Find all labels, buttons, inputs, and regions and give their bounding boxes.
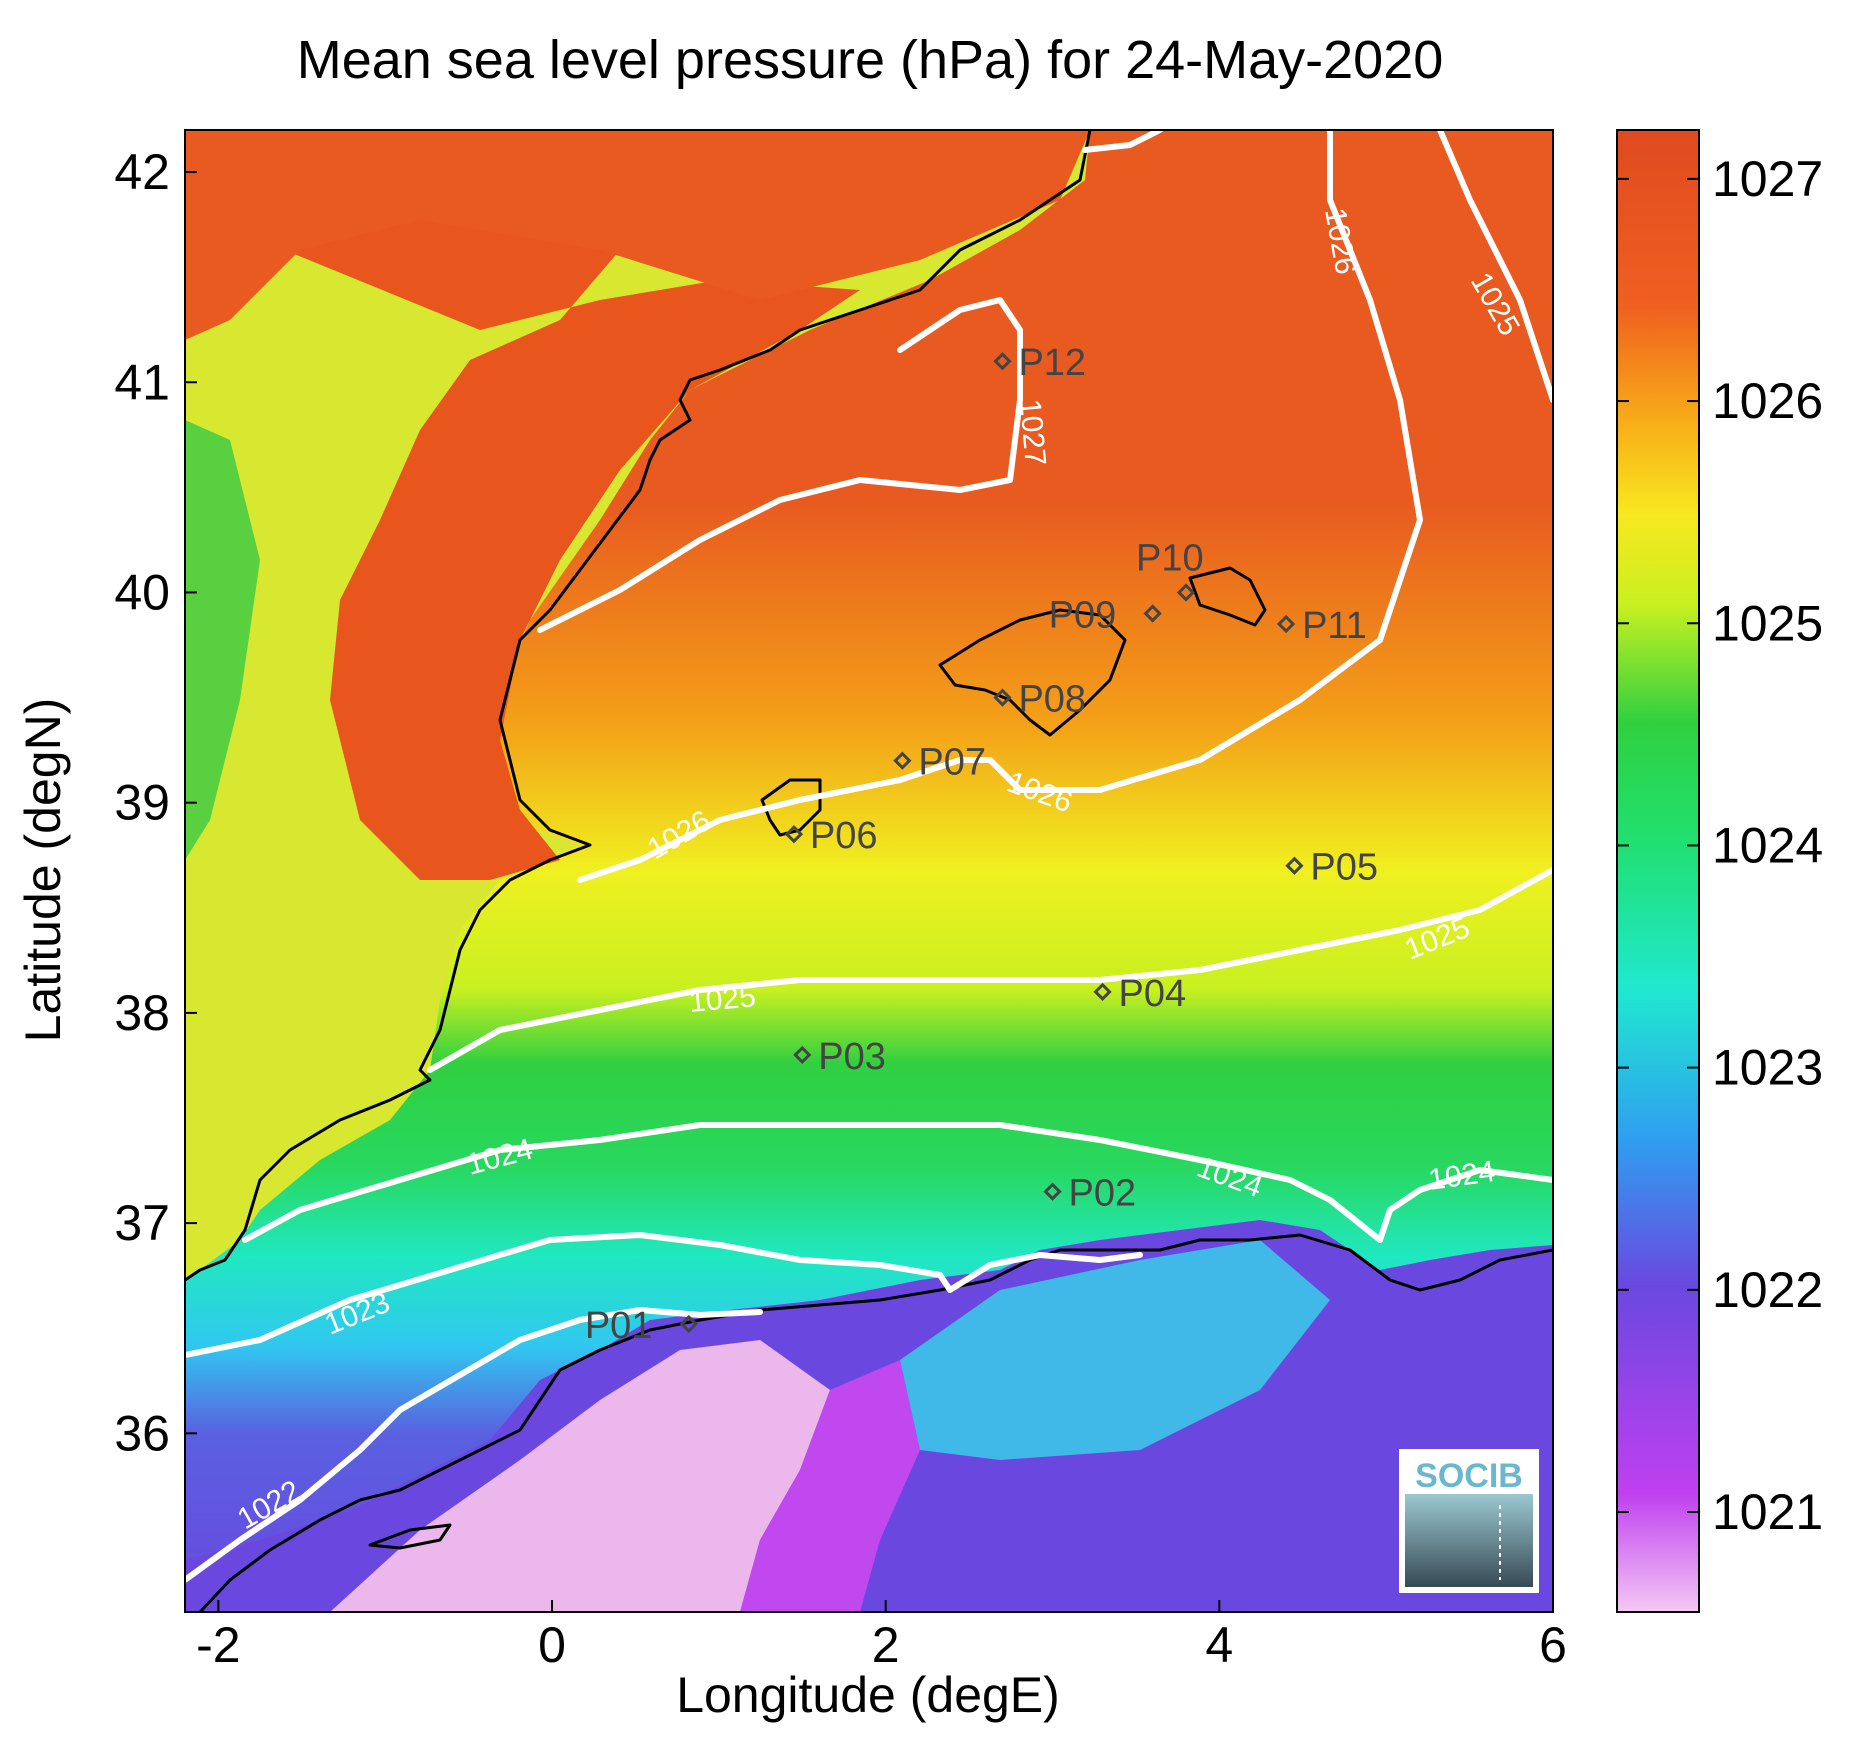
land-high-north bbox=[185, 130, 1090, 340]
y-tick-label: 36 bbox=[114, 1405, 170, 1461]
station-label: P02 bbox=[1069, 1173, 1137, 1215]
contour-1026 bbox=[577, 130, 1423, 883]
station-label: P10 bbox=[1136, 537, 1204, 579]
station-label: P11 bbox=[1302, 605, 1367, 647]
station-marker bbox=[1093, 982, 1112, 1001]
coastline-ibiza bbox=[760, 778, 822, 837]
y-tick-label: 37 bbox=[114, 1195, 170, 1251]
y-tick-label: 40 bbox=[114, 564, 170, 620]
station-marker bbox=[993, 352, 1012, 371]
station-label: P07 bbox=[918, 742, 986, 784]
station-label: P09 bbox=[1049, 594, 1117, 636]
station-label: P04 bbox=[1119, 973, 1187, 1015]
y-tick-label: 39 bbox=[114, 775, 170, 831]
colorbar-tick-label: 1021 bbox=[1712, 1484, 1823, 1540]
station-marker bbox=[793, 1045, 812, 1065]
colorbar-tick-label: 1027 bbox=[1712, 151, 1823, 207]
chart-title: Mean sea level pressure (hPa) for 24-May… bbox=[297, 30, 1444, 90]
land-africa-cyan bbox=[900, 1240, 1330, 1460]
y-axis-ticks: 42 41 40 39 38 37 36 bbox=[114, 144, 197, 1461]
contour-1022 bbox=[185, 1307, 763, 1583]
station-label: P06 bbox=[810, 815, 878, 857]
station-marker bbox=[679, 1314, 698, 1334]
contour-label: 1025 bbox=[688, 980, 757, 1019]
station-marker bbox=[784, 825, 804, 844]
station-label: P03 bbox=[818, 1036, 886, 1078]
station-marker bbox=[1043, 1182, 1062, 1201]
y-tick-label: 38 bbox=[114, 985, 170, 1041]
land-green-west bbox=[185, 420, 260, 860]
colorbar-tick-label: 1026 bbox=[1712, 373, 1823, 429]
x-tick-label: 0 bbox=[538, 1617, 566, 1673]
land-iberia bbox=[185, 130, 1090, 1280]
coastline-iberia bbox=[185, 130, 1092, 1282]
station-marker bbox=[1176, 583, 1196, 602]
land-africa-mid bbox=[740, 1360, 920, 1612]
station-label: P05 bbox=[1310, 847, 1378, 889]
x-tick-label: 6 bbox=[1539, 1617, 1567, 1673]
stations: P01 P02 P03 P04 P05 P06 P07 P08 P09 P10 P11 P12 bbox=[585, 342, 1378, 1347]
station-marker bbox=[1143, 604, 1162, 623]
colorbar-tick-label: 1022 bbox=[1712, 1262, 1823, 1318]
contour-1027-north bbox=[537, 297, 1023, 633]
coastline-menorca bbox=[1188, 566, 1267, 627]
contour-1025 bbox=[427, 867, 1553, 1073]
plot-frame bbox=[184, 129, 1554, 1613]
station-label: P12 bbox=[1018, 342, 1086, 384]
contour-1025-east bbox=[1437, 130, 1553, 403]
coastline-africa bbox=[198, 1233, 1553, 1612]
coastline-alboran bbox=[368, 1523, 452, 1550]
y-tick-label: 42 bbox=[114, 144, 170, 200]
station-label: P01 bbox=[585, 1305, 653, 1347]
map-plot-area bbox=[185, 130, 1553, 1612]
station-marker bbox=[993, 688, 1012, 707]
y-axis-label: Latitude (degN) bbox=[15, 698, 71, 1043]
land-africa-light bbox=[330, 1340, 830, 1612]
colorbar-tick-label: 1024 bbox=[1712, 817, 1823, 873]
x-axis-label: Longitude (degE) bbox=[676, 1667, 1060, 1723]
x-axis-ticks: -2 0 2 4 6 bbox=[196, 1600, 1567, 1673]
station-marker bbox=[893, 751, 912, 770]
y-tick-label: 41 bbox=[114, 354, 170, 410]
colorbar-tick-label: 1023 bbox=[1712, 1040, 1823, 1096]
coastline-mallorca bbox=[938, 608, 1127, 737]
logo-text: SOCIB bbox=[1415, 1457, 1523, 1495]
colorbar-tick-label: 1025 bbox=[1712, 595, 1823, 651]
contour-1023 bbox=[185, 1232, 1143, 1358]
contour-1024 bbox=[242, 1122, 1553, 1243]
x-tick-label: -2 bbox=[196, 1617, 240, 1673]
contour-1027-top bbox=[1082, 130, 1163, 153]
station-marker bbox=[1276, 614, 1296, 634]
colorbar bbox=[1616, 129, 1700, 1613]
station-marker bbox=[1285, 856, 1304, 875]
x-tick-label: 2 bbox=[872, 1617, 900, 1673]
land-high-pressure bbox=[260, 200, 860, 880]
x-tick-label: 4 bbox=[1205, 1617, 1233, 1673]
colorbar-ticks: 1027 1026 1025 1024 1023 1022 1021 bbox=[1617, 151, 1823, 1540]
socib-logo: SOCIB bbox=[1399, 1449, 1539, 1593]
contour-label: 1027 bbox=[1013, 398, 1052, 467]
station-label: P08 bbox=[1018, 679, 1086, 721]
